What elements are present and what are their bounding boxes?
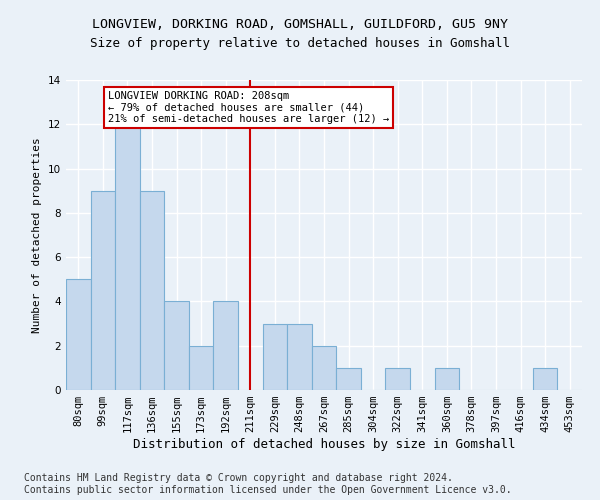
Bar [91,190,115,390]
Bar [263,324,287,390]
Text: Size of property relative to detached houses in Gomshall: Size of property relative to detached ho… [90,38,510,51]
Bar [189,346,214,390]
Y-axis label: Number of detached properties: Number of detached properties [32,137,43,333]
Bar [385,368,410,390]
Text: LONGVIEW, DORKING ROAD, GOMSHALL, GUILDFORD, GU5 9NY: LONGVIEW, DORKING ROAD, GOMSHALL, GUILDF… [92,18,508,30]
Bar [115,124,140,390]
Bar [336,368,361,390]
Bar [214,302,238,390]
Bar [140,190,164,390]
Bar [287,324,312,390]
Bar [434,368,459,390]
Text: LONGVIEW DORKING ROAD: 208sqm
← 79% of detached houses are smaller (44)
21% of s: LONGVIEW DORKING ROAD: 208sqm ← 79% of d… [108,91,389,124]
Bar [533,368,557,390]
Bar [66,280,91,390]
Bar [312,346,336,390]
Bar [164,302,189,390]
X-axis label: Distribution of detached houses by size in Gomshall: Distribution of detached houses by size … [133,438,515,451]
Text: Contains HM Land Registry data © Crown copyright and database right 2024.
Contai: Contains HM Land Registry data © Crown c… [24,474,512,495]
